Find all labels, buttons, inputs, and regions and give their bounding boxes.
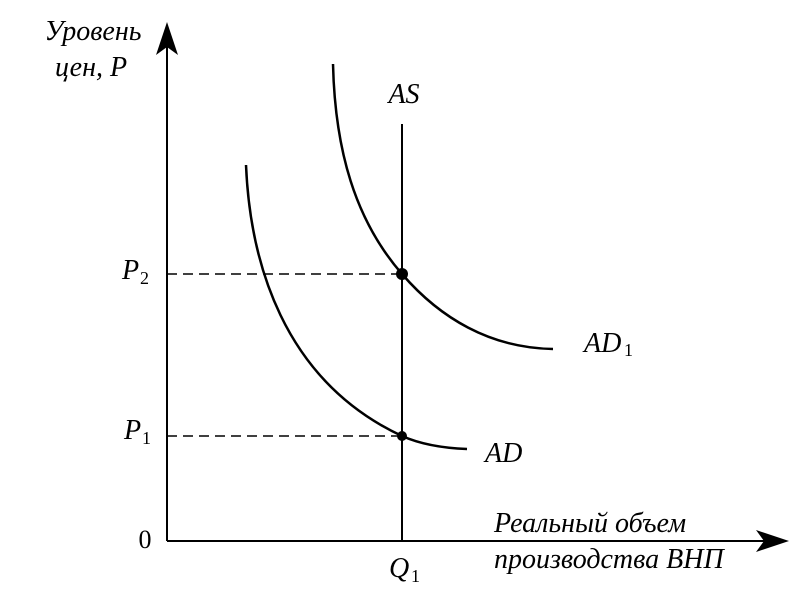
- q1-subscript: 1: [411, 566, 420, 586]
- x-axis-label-line1: Реальный объем: [493, 508, 686, 539]
- p2-label: P: [121, 255, 139, 286]
- equilibrium-point-p2: [396, 268, 408, 280]
- x-axis-arrowhead: [756, 530, 789, 552]
- equilibrium-point-p1: [397, 431, 407, 441]
- y-axis-label-line2: цен, P: [55, 52, 127, 83]
- p2-subscript: 2: [140, 268, 149, 288]
- y-axis-label-line1: Уровень: [45, 16, 142, 47]
- p1-subscript: 1: [142, 428, 151, 448]
- ad1-subscript: 1: [624, 340, 633, 360]
- ad-curve: [244, 164, 468, 451]
- ad1-curve: [331, 63, 554, 351]
- ad-label: AD: [483, 438, 522, 469]
- origin-label: 0: [139, 525, 152, 554]
- ad1-label: AD: [582, 328, 621, 359]
- x-axis-label-line2: производства ВНП: [494, 544, 725, 575]
- as-label: AS: [386, 79, 419, 110]
- q1-label: Q: [389, 553, 409, 584]
- y-axis-arrowhead: [156, 22, 178, 55]
- p1-label: P: [123, 415, 141, 446]
